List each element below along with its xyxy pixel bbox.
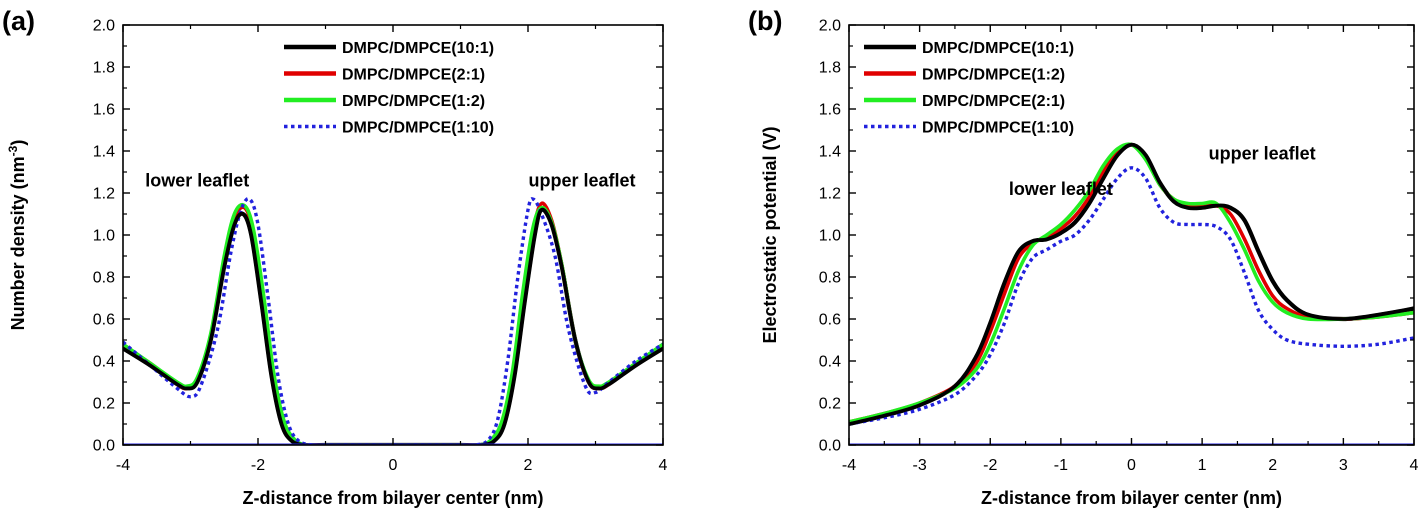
x-tick-label: 0 [1127,457,1136,474]
chart-panel-0: (a) -4 -2 0 2 4 0.0 0.2 0.4 0.6 0.8 1.0 1.2 1.4 1.6 1.8… [2,6,668,508]
series-line [123,201,663,445]
y-tick-label: 1.8 [93,60,115,77]
x-axis-title: Z-distance from bilayer center (nm) [242,488,543,508]
legend-label: DMPC/DMPCE(1:10) [922,120,1074,137]
legend-label: DMPC/DMPCE(10:1) [922,40,1074,57]
y-tick-label: 0.4 [93,354,115,371]
annotation-label: lower leaflet [145,171,249,191]
series-line [849,166,1414,426]
series-line [849,142,1414,427]
chart-panel-1: (b) -4 -3 -2 -1 0 1 2 3 4 0.0 0.2 0.4 0.6 0.8 1.0 1.2 1.4… [748,6,1419,508]
y-tick-label: 1.6 [93,102,115,119]
x-axis-title: Z-distance from bilayer center (nm) [981,488,1282,508]
legend-label: DMPC/DMPCE(1:2) [342,93,485,110]
x-tick-label: 2 [1268,457,1277,474]
y-tick-label: 0.4 [819,354,841,371]
x-tick-label: -3 [913,457,927,474]
x-tick-label: 0 [389,457,398,474]
y-tick-label: 0.2 [819,396,841,413]
x-tick-label: -2 [983,457,997,474]
y-tick-label: 0.0 [819,438,841,455]
legend: DMPC/DMPCE(10:1) DMPC/DMPCE(2:1) DMPC/DMPC… [284,40,494,137]
legend: DMPC/DMPCE(10:1) DMPC/DMPCE(1:2) DMPC/DMPC… [864,40,1074,137]
plot-frame [848,24,1415,446]
y-tick-label: 0.6 [93,312,115,329]
legend-label: DMPC/DMPCE(1:2) [922,67,1065,84]
x-tick-label: -4 [116,457,130,474]
y-tick-label: 2.0 [819,18,841,35]
x-tick-label: 2 [524,457,533,474]
y-tick-label: 1.8 [819,60,841,77]
y-tick-label: 1.2 [93,186,115,203]
y-tick-label: 2.0 [93,18,115,35]
series-line [123,196,663,445]
x-tick-label: -1 [1054,457,1068,474]
series-line [849,142,1414,424]
panel-label: (a) [2,6,35,36]
series-line [123,202,663,445]
y-tick-label: 1.0 [93,228,115,245]
legend-label: DMPC/DMPCE(2:1) [342,67,485,84]
series-line [123,207,663,445]
y-tick-label: 1.4 [819,144,841,161]
legend-label: DMPC/DMPCE(1:10) [342,120,494,137]
y-axis-title: Electrostatic potential (V) [760,126,780,343]
x-tick-label: 4 [1410,457,1419,474]
y-tick-label: 1.0 [819,228,841,245]
y-tick-label: 1.2 [819,186,841,203]
annotation-label: upper leaflet [1209,143,1316,163]
x-tick-label: 4 [659,457,668,474]
x-tick-label: 3 [1339,457,1348,474]
y-tick-label: 0.8 [93,270,115,287]
x-tick-label: -4 [842,457,856,474]
series-line [849,142,1414,426]
y-tick-label: 1.4 [93,144,115,161]
y-axis-title: Number density (nm-3) [6,140,28,331]
series-line [123,207,663,445]
legend-label: DMPC/DMPCE(2:1) [922,93,1065,110]
x-tick-label: 1 [1198,457,1207,474]
y-tick-label: 0.0 [93,438,115,455]
y-tick-label: 0.8 [819,270,841,287]
series-line [849,142,1414,424]
annotation-label: upper leaflet [528,171,635,191]
legend-label: DMPC/DMPCE(10:1) [342,40,494,57]
panel-label: (b) [748,6,782,36]
x-tick-label: -2 [251,457,265,474]
y-tick-label: 1.6 [819,102,841,119]
y-tick-label: 0.6 [819,312,841,329]
annotation-label: lower leaflet [1009,179,1113,199]
y-tick-label: 0.2 [93,396,115,413]
